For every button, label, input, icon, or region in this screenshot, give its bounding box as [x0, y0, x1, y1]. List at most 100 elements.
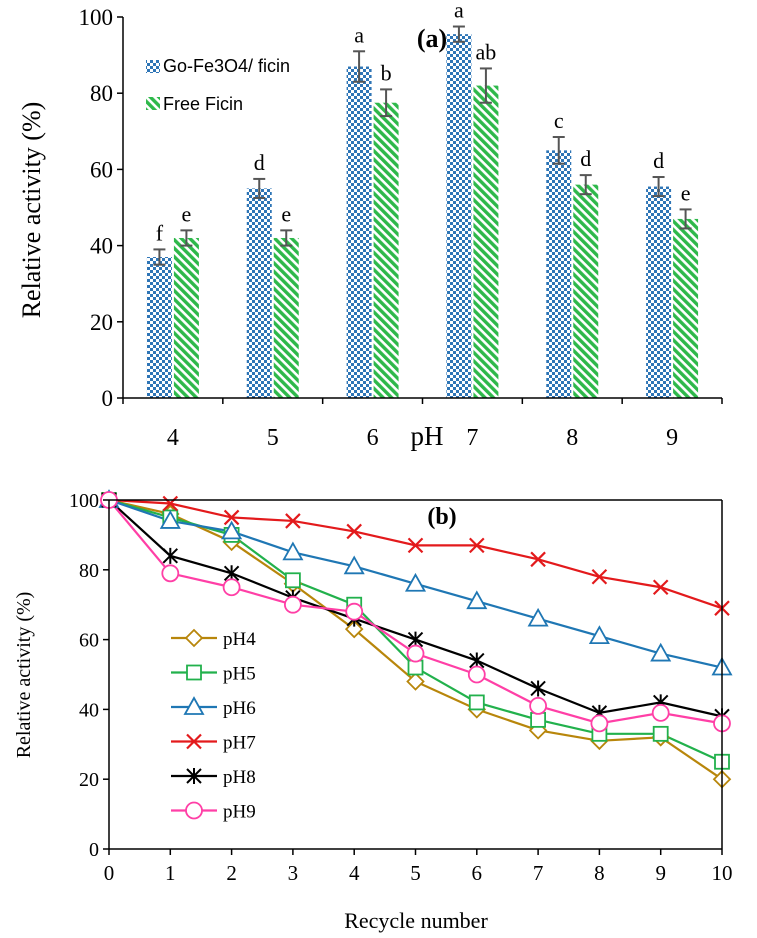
- significance-letter: d: [653, 148, 664, 173]
- data-point-ph9: [529, 697, 547, 715]
- x-axis-title-b: Recycle number: [344, 908, 488, 933]
- data-point-ph8: [530, 680, 546, 697]
- x-axis-title-a: pH: [411, 421, 444, 451]
- significance-letter: e: [182, 201, 192, 226]
- bar-immobilized-ph8: [546, 150, 572, 398]
- data-point-ph7: [346, 523, 362, 540]
- data-point-ph6: [527, 607, 549, 627]
- x-tick-label: 5: [267, 425, 279, 451]
- x-tick-label: 6: [472, 861, 483, 885]
- legend-label-ph7: pH7: [223, 733, 256, 754]
- bar-series-group: [146, 34, 699, 399]
- x-tick-label: 6: [367, 425, 379, 451]
- data-point-ph9: [467, 665, 486, 684]
- data-point-ph6: [282, 541, 304, 561]
- data-point-ph8: [162, 547, 179, 564]
- data-point-ph7: [652, 579, 669, 596]
- x-tick-label: 2: [226, 861, 237, 885]
- legend-marker-ph7: [186, 733, 202, 750]
- legend-label-ph8: pH8: [223, 767, 256, 788]
- y-axis-title-b: Relative activity (%): [13, 592, 35, 759]
- significance-letter: ab: [476, 39, 497, 64]
- y-tick-label: 40: [79, 699, 99, 721]
- data-point-ph6: [343, 555, 365, 575]
- bar-immobilized-ph9: [646, 186, 672, 398]
- data-point-ph7: [591, 569, 608, 585]
- error-bar-group: [153, 25, 692, 266]
- data-point-ph9: [222, 578, 241, 597]
- data-point-ph9: [283, 595, 302, 614]
- data-point-ph6: [404, 572, 427, 592]
- data-point-ph6: [588, 625, 610, 645]
- bar-immobilized-ph7: [446, 34, 472, 399]
- legend-marker-ph9: [185, 801, 203, 820]
- series-line-ph7: [108, 498, 723, 610]
- x-tick-label: 7: [466, 425, 478, 451]
- bar-free-ph5: [273, 237, 299, 398]
- significance-letter: a: [454, 0, 464, 23]
- data-point-ph7: [469, 537, 485, 554]
- significance-letter: c: [554, 108, 564, 133]
- data-point-ph7: [285, 513, 301, 529]
- significance-letter: e: [681, 180, 691, 205]
- y-tick-label: 80: [90, 81, 113, 106]
- data-point-ph5: [652, 725, 669, 742]
- y-tick-label: 0: [89, 839, 99, 861]
- bar-immobilized-ph5: [246, 188, 272, 398]
- marker-group: [98, 489, 733, 789]
- data-point-ph5: [407, 659, 424, 676]
- data-point-ph6: [221, 520, 243, 540]
- x-tick-label: 4: [167, 425, 179, 451]
- y-tick-label: 20: [79, 769, 99, 791]
- significance-letter: d: [580, 146, 591, 171]
- axes-a: 0 20 40 60 80 100 4 5 6 7 8 9: [79, 5, 723, 451]
- data-point-ph9: [651, 703, 670, 722]
- legend-marker-ph4: [184, 628, 204, 648]
- significance-letter: b: [381, 60, 392, 85]
- bar-free-ph7: [473, 85, 499, 398]
- legend-label-ph5: pH5: [223, 664, 256, 685]
- data-point-ph4: [406, 672, 425, 691]
- data-point-ph6: [466, 590, 488, 610]
- series-line-ph5: [108, 498, 723, 763]
- y-tick-label: 100: [79, 5, 114, 30]
- data-point-ph9: [345, 602, 364, 621]
- x-tick-label: 3: [288, 861, 299, 885]
- legend-b: pH4 pH5 pH6 pH7 pH8 pH9: [171, 628, 256, 823]
- bar-free-ph9: [673, 218, 699, 398]
- y-tick-label: 40: [90, 234, 113, 259]
- data-point-ph6: [159, 510, 181, 529]
- y-tick-label: 80: [79, 560, 99, 582]
- significance-letter: d: [254, 150, 265, 175]
- data-point-ph9: [406, 644, 425, 663]
- data-point-ph4: [344, 619, 364, 639]
- legend-marker-ph5: [186, 664, 202, 681]
- x-tick-label: 5: [410, 861, 421, 885]
- data-point-ph6: [650, 642, 672, 662]
- legend-label-ph4: pH4: [223, 629, 256, 650]
- data-point-ph9: [161, 564, 180, 583]
- x-tick-label: 10: [712, 861, 733, 885]
- x-tick-label: 0: [104, 861, 115, 885]
- legend-marker-ph8: [186, 768, 202, 784]
- data-point-ph5: [284, 572, 301, 589]
- significance-letter: a: [354, 22, 364, 47]
- significance-letter: f: [156, 220, 164, 245]
- bar-free-ph6: [373, 102, 399, 398]
- data-point-ph7: [530, 551, 546, 568]
- bar-immobilized-ph6: [346, 66, 372, 398]
- panel-a-label: (a): [417, 24, 447, 53]
- significance-letter: e: [281, 201, 291, 226]
- data-point-ph7: [162, 495, 179, 512]
- legend-swatch-immobilized: [146, 60, 160, 73]
- legend-a: Go-Fe3O4/ ficin Free Ficin: [146, 56, 290, 114]
- y-tick-label: 60: [90, 157, 113, 182]
- x-tick-label: 8: [566, 425, 578, 451]
- y-tick-label: 100: [69, 490, 99, 512]
- y-axis-title-a: Relative activity (%): [17, 102, 46, 319]
- x-tick-label: 1: [165, 861, 176, 885]
- y-tick-label: 0: [102, 386, 114, 411]
